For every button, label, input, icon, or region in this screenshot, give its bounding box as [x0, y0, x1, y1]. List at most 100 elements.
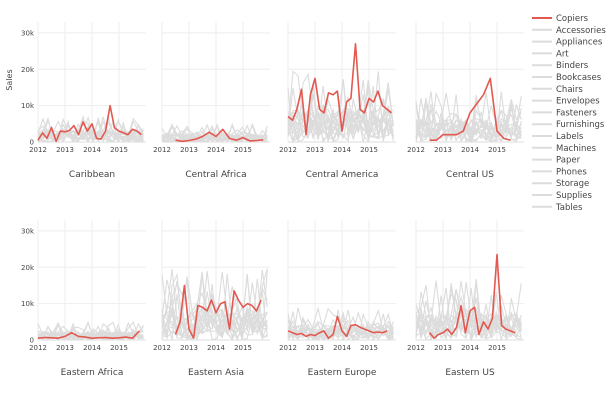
x-tick-label: 2012 [153, 146, 171, 154]
legend-label: Supplies [556, 191, 593, 201]
legend-label: Accessories [556, 26, 606, 36]
legend-label: Tables [555, 203, 583, 213]
x-tick-label: 2015 [234, 344, 252, 352]
x-tick-label: 2012 [153, 344, 171, 352]
x-tick-label: 2012 [407, 344, 425, 352]
legend-label: Phones [556, 167, 587, 177]
panel-central-america: 2012 2013 2014 2015 Central America [279, 22, 396, 180]
panel-central-us: 2012 2013 2014 2015 Central US [407, 22, 524, 180]
x-tick-label: 2013 [180, 344, 198, 352]
x-tick-label: 2012 [279, 344, 297, 352]
panel-eastern-us: 2012 2013 2014 2015 Eastern US [407, 220, 524, 378]
legend-item-art[interactable]: Art [532, 49, 569, 59]
x-tick-label: 2012 [29, 146, 47, 154]
y-tick-label: 10k [21, 300, 35, 308]
legend-label: Labels [556, 132, 584, 142]
series-line-copiers[interactable] [174, 284, 262, 340]
legend-item-envelopes[interactable]: Envelopes [532, 97, 600, 107]
x-tick-label: 2015 [110, 146, 128, 154]
x-tick-label: 2013 [180, 146, 198, 154]
legend-item-bookcases[interactable]: Bookcases [532, 73, 602, 83]
legend-label: Furnishings [556, 120, 605, 130]
x-tick-label: 2012 [29, 344, 47, 352]
y-axis-title: Sales [5, 69, 14, 90]
series-line-supplies [415, 112, 522, 138]
legend-label: Storage [556, 179, 589, 189]
legend-item-appliances[interactable]: Appliances [532, 38, 603, 48]
x-tick-label: 2015 [360, 344, 378, 352]
x-tick-label: 2014 [461, 344, 479, 352]
panel-title: Eastern US [445, 368, 495, 378]
series-line-phones [37, 321, 144, 341]
series-line-copiers[interactable] [428, 253, 516, 340]
x-tick-label: 2014 [83, 344, 101, 352]
series-line-copiers[interactable] [287, 42, 392, 136]
series-line-tables [161, 126, 268, 143]
series-line-supplies [161, 122, 268, 143]
legend-label: Binders [556, 61, 589, 71]
series-line-tables [161, 268, 268, 339]
y-tick-label: 20k [21, 264, 35, 272]
series-line-tables [415, 91, 522, 142]
x-tick-label: 2014 [333, 344, 351, 352]
y-tick-label: 10k [21, 102, 35, 110]
series-line-storage [161, 130, 268, 143]
legend-item-accessories[interactable]: Accessories [532, 26, 606, 36]
x-tick-label: 2014 [333, 146, 351, 154]
legend-item-copiers[interactable]: Copiers [532, 14, 589, 24]
x-tick-label: 2014 [207, 146, 225, 154]
legend-label: Machines [556, 144, 597, 154]
series-line-tables [37, 119, 144, 143]
panel-title: Eastern Africa [61, 368, 124, 378]
panel-title: Central America [306, 170, 379, 180]
series-line-machines [415, 312, 522, 338]
panel-title: Central US [446, 170, 494, 180]
y-tick-label: 0 [30, 139, 34, 147]
legend-item-phones[interactable]: Phones [532, 167, 587, 177]
legend-item-fasteners[interactable]: Fasteners [532, 108, 597, 118]
x-tick-label: 2013 [306, 344, 324, 352]
panel-caribbean: 0 10k 20k 30k 2012 2013 2014 2015 Caribbean [21, 22, 146, 180]
x-tick-label: 2015 [234, 146, 252, 154]
series-line-machines [37, 321, 144, 341]
legend-item-labels[interactable]: Labels [532, 132, 584, 142]
series-line-copiers[interactable] [175, 128, 264, 143]
y-tick-label: 30k [21, 29, 35, 37]
legend-item-furnishings[interactable]: Furnishings [532, 120, 605, 130]
legend-item-chairs[interactable]: Chairs [532, 85, 583, 95]
series-line-tables [415, 295, 522, 341]
panel-eastern-europe: 2012 2013 2014 2015 Eastern Europe [279, 220, 396, 378]
x-tick-label: 2014 [461, 146, 479, 154]
legend-label: Art [556, 49, 569, 59]
panel-eastern-africa: 0 10k 20k 30k 2012 2013 2014 2015 Eastern Africa [21, 220, 146, 378]
x-tick-label: 2013 [434, 344, 452, 352]
x-tick-label: 2013 [306, 146, 324, 154]
y-tick-label: 0 [30, 337, 34, 345]
series-line-storage [37, 130, 144, 143]
series-line-copiers[interactable] [429, 77, 511, 141]
panel-title: Eastern Europe [308, 368, 377, 378]
legend-item-paper[interactable]: Paper [532, 156, 581, 166]
series-line-supplies [287, 310, 394, 342]
legend-label: Copiers [556, 14, 589, 24]
series-line-copiers[interactable] [287, 315, 388, 340]
x-tick-label: 2015 [488, 146, 506, 154]
series-line-copiers[interactable] [37, 330, 140, 340]
x-tick-label: 2012 [407, 146, 425, 154]
series-line-storage [287, 316, 394, 340]
x-tick-label: 2015 [360, 146, 378, 154]
x-tick-label: 2015 [488, 344, 506, 352]
legend-item-supplies[interactable]: Supplies [532, 191, 593, 201]
series-line-copiers[interactable] [37, 104, 142, 143]
legend-label: Envelopes [556, 97, 600, 107]
panel-eastern-asia: 2012 2013 2014 2015 Eastern Asia [153, 220, 270, 378]
series-line-phones [161, 124, 268, 142]
legend-item-binders[interactable]: Binders [532, 61, 589, 71]
legend-item-machines[interactable]: Machines [532, 144, 597, 154]
series-line-paper [287, 72, 394, 143]
legend-label: Bookcases [556, 73, 602, 83]
legend-item-storage[interactable]: Storage [532, 179, 589, 189]
legend-item-tables[interactable]: Tables [532, 203, 583, 213]
